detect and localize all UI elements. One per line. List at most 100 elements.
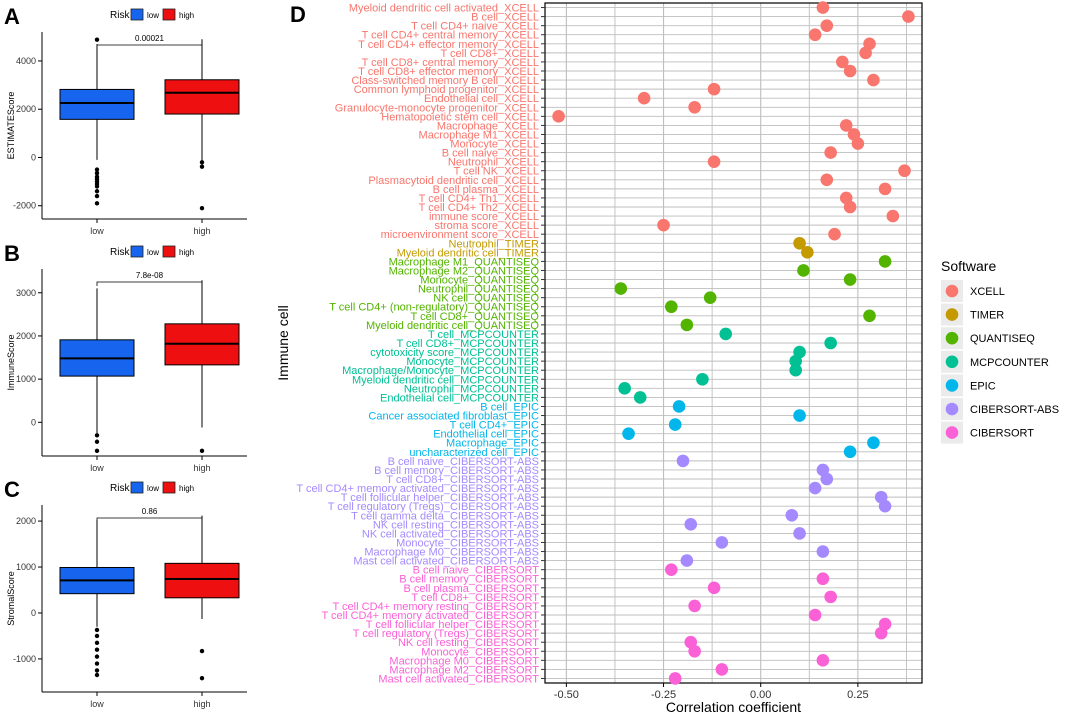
y-tick-label: T cell CD8+_MCPCOUNTER (396, 338, 539, 350)
data-point (676, 454, 690, 468)
data-point (902, 10, 915, 23)
legend-title: Risk (110, 247, 130, 258)
legend-label-high: high (179, 484, 194, 493)
data-point (874, 626, 888, 640)
y-tick-label: Mast cell activated_CIBERSORT (378, 673, 539, 685)
legend-key-cibersort-abs (945, 402, 959, 416)
data-point (688, 100, 701, 114)
y-tick-label: Macrophage_XCELL (437, 120, 539, 132)
y-tick-label: Mast cell activated_CIBERSORT-ABS (353, 556, 539, 568)
legend-key-mcpcounter (945, 355, 959, 369)
p-value-label: 0.86 (142, 507, 158, 516)
legend-label-high: high (179, 248, 194, 257)
y-tick-label: Hematopoietic stem cell_XCELL (381, 111, 539, 123)
y-tick-label: Macrophage M0_CIBERSORT (389, 655, 539, 667)
y-tick-label: T cell CD4+_EPIC (450, 420, 539, 432)
data-point (824, 590, 837, 604)
y-tick-label: T cell CD8+_CIBERSORT (411, 592, 539, 604)
y-tick-label: T cell CD8+ effector memory_XCELL (358, 66, 539, 78)
data-point (898, 164, 911, 178)
legend-swatch-low (130, 481, 144, 494)
y-tick-label: 2000 (16, 104, 36, 114)
y-tick-label: 0 (31, 152, 36, 162)
significance-bracket (96, 517, 203, 522)
y-tick-label: B cell memory_CIBERSORT (399, 574, 539, 586)
data-point (672, 400, 686, 413)
outlier-low (94, 672, 100, 678)
outlier-high (199, 676, 205, 681)
y-tick-label: T cell CD4+ memory resting_CIBERSORT (332, 601, 539, 613)
y-tick-label: B cell_EPIC (480, 401, 539, 413)
y-tick-label: B cell plasma_CIBERSORT (403, 583, 539, 595)
y-tick-label: Endothelial cell_MCPCOUNTER (380, 392, 539, 404)
outlier-high (199, 164, 205, 169)
data-point (668, 418, 682, 431)
box-high (164, 79, 240, 115)
x-tick-label: high (193, 463, 210, 473)
data-point (715, 663, 729, 676)
y-tick-label: B cell plasma_XCELL (433, 184, 539, 196)
significance-bracket (96, 44, 203, 49)
y-tick-label: 3000 (16, 288, 36, 298)
y-tick-label: cytotoxicity score_MCPCOUNTER (370, 347, 539, 359)
outlier-low (94, 193, 100, 199)
outlier-low (94, 170, 100, 176)
y-tick-label: T cell NK_XCELL (454, 166, 539, 178)
legend-swatch-low (130, 245, 144, 258)
y-tick-label: T cell follicular helper_CIBERSORT (366, 619, 539, 631)
data-point (688, 644, 701, 658)
data-point (808, 608, 822, 622)
y-tick-label: T cell CD4+ memory activated_CIBERSORT (321, 610, 539, 622)
data-point (665, 563, 678, 576)
y-tick-label: uncharacterized cell_EPIC (409, 447, 539, 459)
outlier-low (94, 668, 100, 673)
y-tick-label: T cell gamma delta_CIBERSORT-ABS (351, 510, 539, 522)
y-tick-label: B cell naive_CIBERSORT (413, 565, 540, 577)
data-point (552, 110, 565, 123)
y-tick-label: Cancer associated fibroblast_EPIC (368, 411, 539, 423)
outlier-low (94, 439, 100, 444)
data-point (859, 46, 872, 60)
y-tick-label: Macrophage/Monocyte_MCPCOUNTER (342, 365, 539, 377)
y-tick-label: 1000 (16, 562, 36, 572)
y-tick-label: T cell CD4+ Th2_XCELL (419, 202, 539, 214)
data-point (816, 545, 830, 558)
data-point (622, 427, 635, 440)
data-point (793, 527, 806, 540)
y-tick-label: Neutrophil_MCPCOUNTER (404, 383, 539, 395)
y-tick-label: Macrophage M1_XCELL (419, 129, 539, 141)
outlier-low (94, 640, 100, 646)
data-point (633, 391, 647, 404)
y-tick-label: Neutrophil_QUANTISEQ (418, 284, 539, 296)
y-tick-label: Monocyte_QUANTISEQ (420, 275, 539, 287)
y-tick-label: T cell regulatory (Tregs)_CIBERSORT (353, 628, 540, 640)
x-tick-label: low (90, 226, 104, 236)
y-tick-label: B cell memory_CIBERSORT-ABS (374, 465, 539, 477)
legend-label: CIBERSORT-ABS (970, 404, 1059, 416)
legend-swatch-high (162, 8, 176, 21)
legend-label: CIBERSORT (970, 428, 1034, 440)
outlier-low (94, 189, 100, 194)
data-point (867, 73, 880, 87)
x-axis-title: Correlation coefficient (666, 699, 801, 713)
legend-key-cibersort (945, 426, 959, 439)
legend-label-low: low (147, 248, 159, 257)
panel-label: B (4, 241, 20, 266)
data-point (707, 155, 721, 168)
legend-label-low: low (147, 484, 159, 493)
x-tick-label: low (90, 699, 104, 709)
data-point (820, 173, 834, 187)
panel-b: B Risk low high 0 1000 2000 3000 low high ImmuneSc… (4, 241, 247, 473)
y-tick-label: NK cell resting_CIBERSORT-ABS (373, 519, 539, 531)
data-point (824, 336, 837, 350)
data-point (688, 599, 701, 613)
data-point (878, 255, 892, 268)
y-tick-label: 4000 (16, 56, 36, 66)
software-legend: Software XCELL TIMER QUANTISEQ MCPCOUNTER EPI… (941, 258, 1059, 444)
y-tick-label: T cell follicular helper_CIBERSORT-ABS (341, 492, 539, 504)
y-tick-label: 0 (31, 417, 36, 427)
y-tick-label: Class-switched memory B cell_XCELL (351, 75, 539, 87)
legend-label-low: low (147, 11, 159, 20)
data-point (707, 82, 721, 96)
y-tick-label: B cell naive_CIBERSORT-ABS (388, 456, 539, 468)
